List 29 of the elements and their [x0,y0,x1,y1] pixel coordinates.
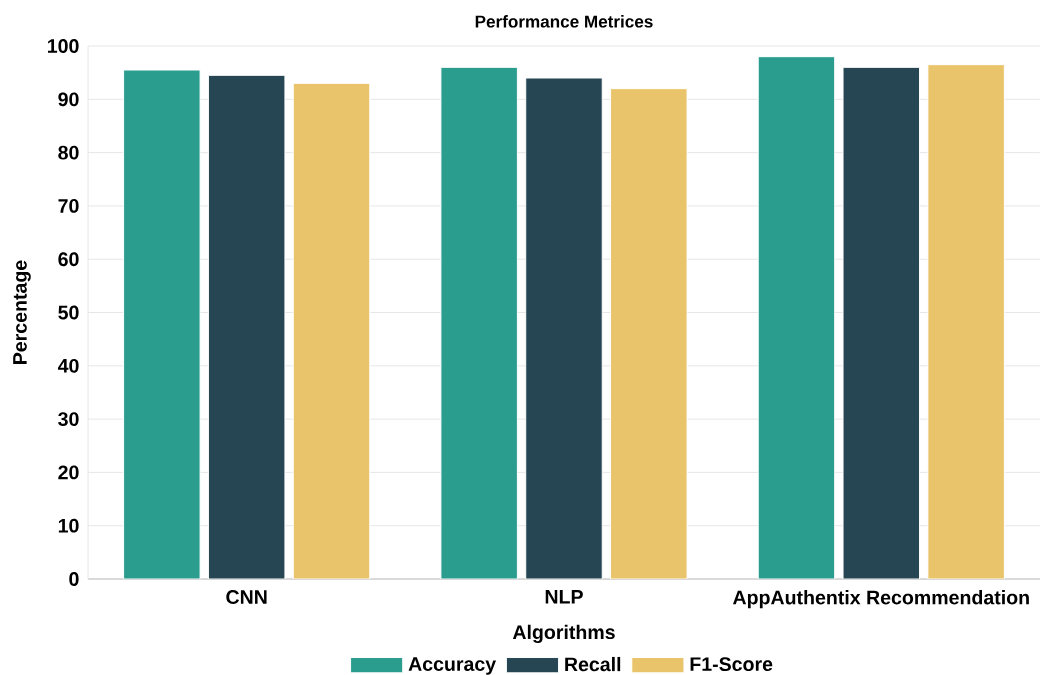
y-tick-label: 60 [58,252,79,267]
y-tick-label: 50 [58,305,79,320]
y-tick-label: 30 [58,412,79,427]
bar [757,56,836,580]
y-tick-label: 0 [69,572,79,586]
y-tick-label: 40 [57,358,79,373]
y-tick-label: 80 [58,145,79,160]
bar [207,74,286,580]
bar [440,66,518,580]
y-tick-label: 100 [48,39,79,53]
bar [842,66,921,580]
bar [525,77,603,580]
x-axis-title: Algorithms [512,624,615,644]
legend-label: F1-Score [690,657,773,672]
y-tick-label: 20 [58,465,79,480]
y-tick-label: 70 [58,199,79,213]
bar [292,82,371,580]
legend-label: Recall [565,656,621,672]
y-axis-title: Percentage [13,260,31,364]
x-tick-label: AppAuthentix Recommendation [732,590,1029,609]
y-tick-label: 10 [58,518,79,533]
bar [927,64,1005,580]
y-tick-label: 90 [58,92,79,107]
legend-label: Accuracy [408,657,497,675]
bar [123,69,201,580]
x-tick-label: NLP [545,590,583,604]
x-tick-label: CNN [226,590,267,604]
bar [610,88,688,580]
chart-title: Performance Metrices [475,15,653,28]
